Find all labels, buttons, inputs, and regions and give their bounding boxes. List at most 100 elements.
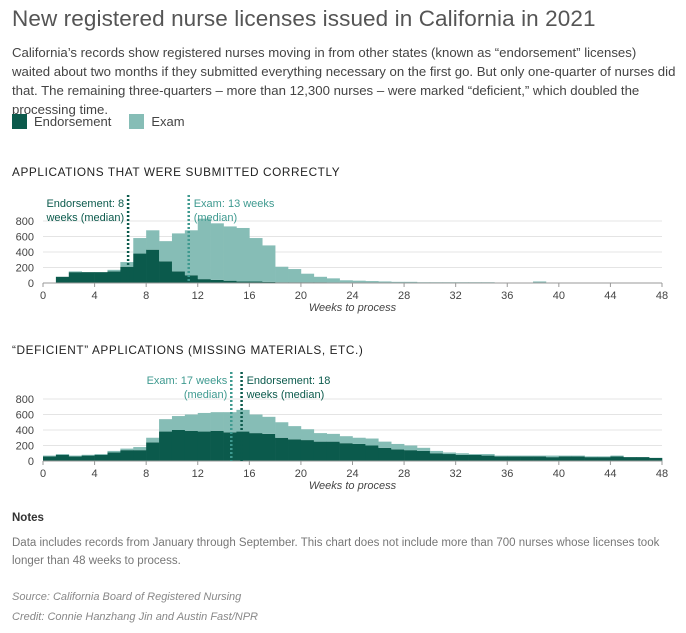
chart1-x-tick-label: 4 (92, 290, 98, 302)
chart1-x-tick-label: 20 (295, 290, 307, 302)
chart2-bar-exam (197, 412, 211, 432)
chart1-bar-exam (275, 266, 289, 283)
chart1-bar-endorsement (262, 281, 276, 283)
chart1-bar-exam (197, 218, 211, 280)
chart1-x-tick-label: 8 (143, 290, 149, 302)
chart2-bar-exam (249, 414, 263, 434)
chart2-bar-exam (455, 453, 469, 455)
chart2-bar-exam (468, 454, 482, 455)
chart2-x-tick-label: 48 (656, 468, 668, 480)
legend: Endorsement Exam (12, 114, 203, 129)
chart1-bar-endorsement (171, 271, 186, 283)
chart2-bar-exam (236, 409, 250, 432)
chart1-median-label-exam: Exam: 13 weeks (194, 198, 275, 210)
chart1-bar-endorsement (133, 253, 147, 283)
chart2-bar-endorsement (378, 447, 392, 461)
chart-title-deficient: “DEFICIENT” APPLICATIONS (MISSING MATERI… (12, 343, 364, 357)
legend-label-exam: Exam (151, 114, 185, 129)
chart2-bar-exam (507, 455, 521, 457)
chart2-bar-exam (146, 437, 160, 443)
chart2-bar-exam (558, 455, 573, 457)
chart2-bar-exam (494, 455, 508, 457)
legend-swatch-exam (129, 114, 145, 129)
chart1-bar-endorsement (81, 272, 95, 283)
chart2-bar-endorsement (352, 443, 366, 461)
chart1-bar-endorsement (120, 266, 134, 283)
chart2-median-label-exam: (median) (184, 389, 227, 401)
chart2-bar-exam (533, 455, 547, 457)
chart2-bar-endorsement (210, 430, 224, 461)
chart2-x-tick-label: 44 (604, 468, 616, 480)
description: California’s records show registered nur… (12, 45, 676, 117)
chart2-x-tick-label: 36 (501, 468, 513, 480)
chart2-y-tick-label: 0 (28, 456, 34, 468)
chart1-bar-exam (159, 241, 173, 262)
chart1-bar-exam (300, 273, 315, 283)
chart1-bar-exam (326, 278, 340, 283)
chart2-bar-exam (210, 412, 224, 431)
chart1-x-tick-label: 24 (346, 290, 358, 302)
chart2-bar-endorsement (120, 450, 134, 461)
chart1-bar-exam (365, 281, 379, 283)
chart2-median-label-endorsement: Endorsement: 18 (247, 375, 331, 387)
notes-label: Notes (12, 512, 44, 524)
chart2-bar-endorsement (481, 455, 495, 461)
chart2-y-tick-label: 200 (16, 441, 34, 453)
chart2-bar-endorsement (171, 430, 186, 461)
chart1-bar-endorsement (223, 280, 237, 283)
chart2-bar-endorsement (55, 454, 70, 461)
chart1-bar-endorsement (107, 271, 121, 283)
chart2-bar-endorsement (520, 456, 534, 461)
chart2-bar-exam (481, 454, 495, 456)
chart2-bar-exam (571, 455, 585, 457)
chart2-y-tick-label: 600 (16, 410, 34, 422)
chart2-x-tick-label: 20 (295, 468, 307, 480)
chart1-bar-endorsement (197, 279, 211, 283)
chart2-bar-endorsement (416, 450, 431, 461)
chart2-bar-exam (43, 455, 57, 457)
chart1-bar-exam (391, 281, 405, 283)
chart2-bar-endorsement (545, 457, 560, 461)
chart2-bar-endorsement (43, 456, 57, 461)
chart2-bar-exam (339, 436, 353, 444)
chart2-bar-endorsement (571, 456, 585, 461)
chart2-bar-exam (68, 455, 82, 457)
chart2-bar-exam (545, 455, 560, 458)
chart2-bar-endorsement (636, 457, 650, 461)
chart2-bar-endorsement (507, 456, 521, 461)
chart1-median-label-endorsement: weeks (median) (45, 212, 124, 224)
chart2-bar-exam (55, 454, 70, 455)
chart2-bar-endorsement (223, 432, 237, 461)
chart1-bar-exam (146, 230, 160, 250)
chart2-bar-exam (171, 416, 186, 430)
chart2-bar-exam (223, 412, 237, 433)
chart2-bar-exam (391, 443, 405, 450)
chart2-bar-endorsement (623, 457, 637, 461)
chart1-x-tick-label: 44 (604, 290, 616, 302)
chart2-bar-exam (326, 433, 340, 442)
chart2-x-tick-label: 16 (243, 468, 255, 480)
chart2-bar-exam (275, 422, 289, 438)
chart2-bar-endorsement (146, 442, 160, 461)
chart2-bar-endorsement (468, 454, 482, 461)
chart1-bar-exam (68, 271, 82, 273)
chart1-bar-exam (210, 223, 224, 280)
chart2-bar-endorsement (159, 431, 173, 461)
chart1-y-tick-label: 0 (28, 278, 34, 290)
chart2-bar-exam (288, 426, 302, 440)
chart1-x-tick-label: 16 (243, 290, 255, 302)
chart1-median-label-endorsement: Endorsement: 8 (46, 198, 124, 210)
chart1-bar-endorsement (184, 275, 199, 283)
chart2-bar-exam (159, 419, 173, 432)
chart1-bar-exam (339, 280, 353, 283)
page-title: New registered nurse licenses issued in … (12, 6, 596, 31)
chart2-bar-exam (313, 433, 328, 442)
chart1-bar-exam (223, 226, 237, 281)
chart1-bar-exam (313, 276, 328, 283)
chart2-x-tick-label: 0 (40, 468, 46, 480)
notes-text: Data includes records from January throu… (12, 537, 660, 567)
chart1-bar-exam (236, 227, 250, 282)
chart1-x-tick-label: 48 (656, 290, 668, 302)
chart2-bar-endorsement (610, 456, 624, 461)
